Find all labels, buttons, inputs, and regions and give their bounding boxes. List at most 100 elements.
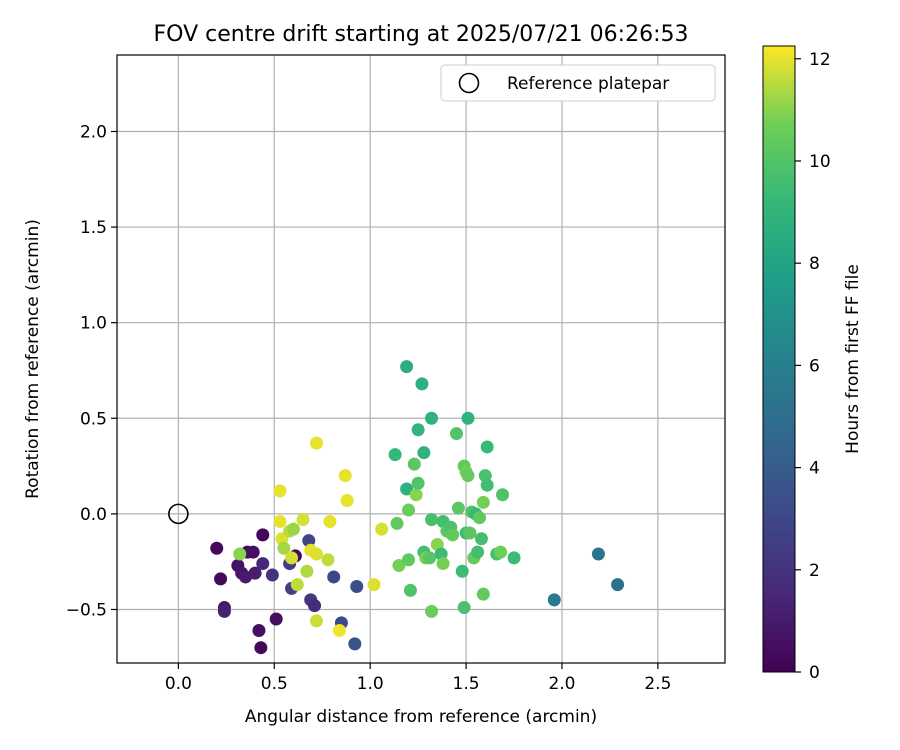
data-point — [425, 604, 439, 618]
x-axis-label: Angular distance from reference (arcmin) — [245, 707, 597, 727]
data-point — [321, 553, 335, 567]
colorbar-label: Hours from first FF file — [843, 264, 863, 454]
colorbar-tick-label: 10 — [809, 152, 831, 172]
colorbar-tick-label: 8 — [809, 254, 820, 274]
data-point — [390, 516, 404, 530]
x-tick-label: 2.5 — [644, 674, 671, 694]
data-point — [246, 545, 260, 559]
data-point — [451, 501, 465, 515]
data-point — [309, 614, 323, 628]
data-point — [400, 360, 414, 374]
data-point — [256, 557, 270, 571]
data-point — [309, 547, 323, 561]
data-point — [423, 551, 437, 565]
colorbar-tick-label: 0 — [809, 663, 820, 683]
x-tick-label: 0.0 — [165, 674, 192, 694]
data-point — [286, 522, 300, 536]
data-point — [252, 623, 266, 637]
data-point — [476, 587, 490, 601]
colorbar-tick-label: 6 — [809, 356, 820, 376]
colorbar: 0 2 4 6 8 10 12 Hours from first FF file — [762, 45, 863, 683]
data-point — [425, 513, 439, 527]
data-point — [480, 440, 494, 454]
data-point — [254, 641, 268, 655]
data-point — [300, 564, 314, 578]
data-point — [375, 522, 389, 536]
scatter-points — [210, 360, 625, 655]
data-point — [323, 515, 337, 529]
data-point — [436, 557, 450, 571]
data-point — [496, 488, 510, 502]
data-point — [273, 484, 287, 498]
x-tick-label: 1.0 — [357, 674, 384, 694]
colorbar-gradient — [763, 46, 795, 672]
data-point — [400, 482, 414, 496]
data-point — [461, 469, 475, 483]
data-point — [480, 478, 494, 492]
colorbar-ticks: 0 2 4 6 8 10 12 — [795, 50, 831, 683]
data-point — [476, 495, 490, 509]
data-point — [269, 612, 283, 626]
data-point — [285, 551, 299, 565]
data-point — [463, 526, 477, 540]
data-point — [417, 446, 431, 460]
data-point — [457, 601, 471, 615]
data-point — [350, 580, 364, 594]
data-point — [273, 515, 287, 529]
data-point — [547, 593, 561, 607]
y-tick-label: 2.0 — [80, 122, 107, 142]
data-point — [455, 564, 469, 578]
data-point — [407, 457, 421, 471]
legend-reference-marker — [458, 72, 480, 94]
data-point — [611, 578, 625, 592]
grid-lines — [117, 55, 725, 663]
x-tick-label: 1.5 — [453, 674, 480, 694]
data-point — [265, 568, 279, 582]
data-point — [449, 427, 463, 441]
data-point — [472, 511, 486, 525]
y-tick-label: 1.0 — [80, 314, 107, 334]
data-point — [214, 572, 228, 586]
data-point — [392, 558, 406, 572]
colorbar-tick-label: 2 — [809, 561, 820, 581]
y-tick-label: −0.5 — [66, 600, 107, 620]
colorbar-frame — [762, 45, 796, 673]
data-point — [277, 541, 291, 555]
data-point — [403, 583, 417, 597]
data-point — [446, 528, 460, 542]
data-point — [296, 513, 310, 527]
data-point — [248, 566, 262, 580]
data-point — [494, 545, 508, 559]
data-point — [348, 637, 362, 651]
reference-marker — [168, 503, 189, 525]
data-point — [327, 570, 341, 584]
colorbar-tick-label: 12 — [809, 50, 831, 70]
data-point — [411, 476, 425, 490]
data-point — [308, 599, 322, 613]
x-axis-ticks: 0.0 0.5 1.0 1.5 2.0 2.5 — [165, 663, 671, 694]
x-tick-label: 2.0 — [548, 674, 575, 694]
data-point — [461, 411, 475, 425]
data-point — [217, 604, 231, 618]
y-axis-label: Rotation from reference (arcmin) — [23, 219, 43, 499]
data-point — [340, 493, 354, 507]
legend-box — [440, 64, 716, 102]
y-tick-label: 0.0 — [80, 505, 107, 525]
data-point — [338, 469, 352, 483]
data-point — [591, 547, 605, 561]
x-tick-label: 0.5 — [261, 674, 288, 694]
data-point — [290, 578, 304, 592]
data-point — [415, 377, 429, 391]
data-point — [402, 503, 416, 517]
data-point — [388, 448, 402, 462]
data-point — [425, 411, 439, 425]
data-point — [367, 578, 381, 592]
legend: Reference platepar — [440, 64, 716, 102]
reference-platepar-marker — [168, 503, 189, 525]
data-point — [471, 545, 485, 559]
data-point — [332, 623, 346, 637]
data-point — [233, 547, 247, 561]
data-point — [402, 553, 416, 567]
